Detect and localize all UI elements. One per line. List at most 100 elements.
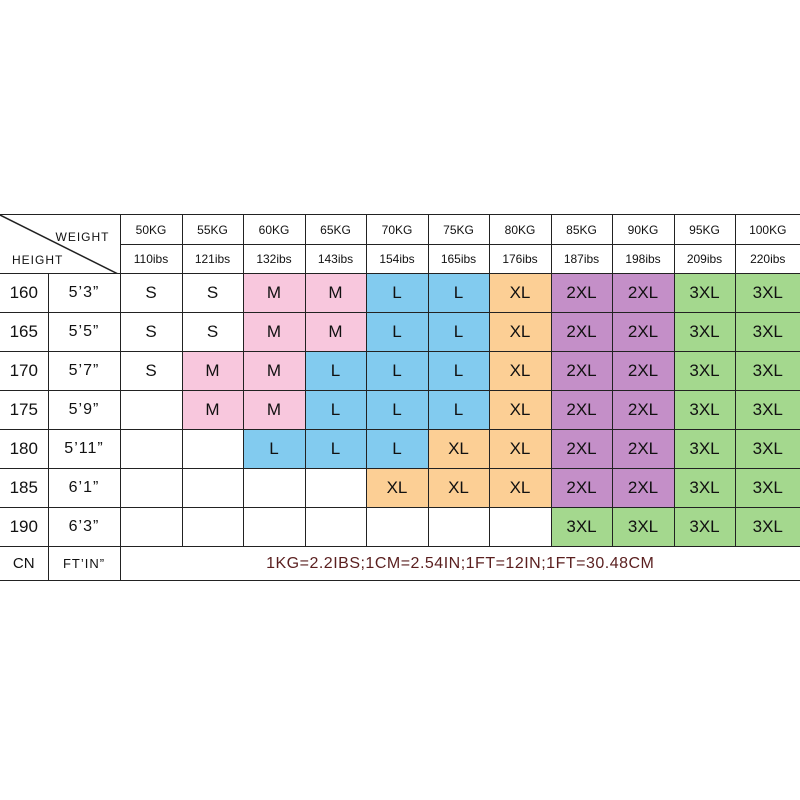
height-label: HEIGHT <box>12 253 64 267</box>
size-cell: S <box>119 273 183 313</box>
size-cell: 3XL <box>734 507 800 547</box>
size-cell: L <box>427 351 490 391</box>
size-cell: L <box>304 390 367 430</box>
size-cell: L <box>304 351 367 391</box>
size-cell: M <box>242 273 306 313</box>
size-cell: 3XL <box>734 390 800 430</box>
weight-lbs-10: 220ibs <box>734 244 800 274</box>
weight-lbs-3: 143ibs <box>304 244 367 274</box>
weight-kg-2: 60KG <box>242 214 306 245</box>
weight-lbs-8: 198ibs <box>611 244 675 274</box>
size-cell: M <box>304 312 367 352</box>
weight-kg-4: 70KG <box>365 214 429 245</box>
size-cell: 2XL <box>611 390 675 430</box>
size-cell: XL <box>488 312 552 352</box>
weight-kg-0: 50KG <box>119 214 183 245</box>
size-cell: S <box>181 312 244 352</box>
size-cell <box>119 507 183 547</box>
size-cell <box>242 468 306 508</box>
size-cell: XL <box>365 468 429 508</box>
height-ft: 6’1” <box>47 468 121 508</box>
weight-kg-1: 55KG <box>181 214 244 245</box>
size-row: 190 6’3” 3XL 3XL 3XL 3XL <box>0 507 800 547</box>
height-ft: 5’9” <box>47 390 121 430</box>
weight-lbs-5: 165ibs <box>427 244 490 274</box>
size-cell: M <box>304 273 367 313</box>
size-cell: 2XL <box>550 273 613 313</box>
size-cell <box>181 507 244 547</box>
weight-kg-7: 85KG <box>550 214 613 245</box>
weight-kg-5: 75KG <box>427 214 490 245</box>
height-cm: 190 <box>0 507 49 547</box>
size-row: 175 5’9” M M L L L XL 2XL 2XL 3XL 3XL <box>0 390 800 430</box>
footer-row: CN FT’IN” 1KG=2.2IBS;1CM=2.54IN;1FT=12IN;1… <box>0 546 800 581</box>
weight-lbs-0: 110ibs <box>119 244 183 274</box>
size-cell: XL <box>488 273 552 313</box>
size-cell: 2XL <box>611 468 675 508</box>
height-cm: 180 <box>0 429 49 469</box>
weight-lbs-9: 209ibs <box>673 244 736 274</box>
size-cell: XL <box>427 468 490 508</box>
size-cell: XL <box>488 390 552 430</box>
size-cell: XL <box>427 429 490 469</box>
size-cell: S <box>181 273 244 313</box>
size-cell: 2XL <box>611 312 675 352</box>
size-cell <box>181 429 244 469</box>
size-cell: L <box>242 429 306 469</box>
size-cell: L <box>365 273 429 313</box>
size-cell: 2XL <box>550 429 613 469</box>
size-cell <box>119 390 183 430</box>
size-row: 185 6’1” XL XL XL 2XL 2XL 3XL 3XL <box>0 468 800 508</box>
size-cell <box>488 507 552 547</box>
weight-lbs-6: 176ibs <box>488 244 552 274</box>
size-cell: L <box>427 390 490 430</box>
height-ft: 5’7” <box>47 351 121 391</box>
size-cell: 2XL <box>550 351 613 391</box>
size-cell <box>427 507 490 547</box>
height-ft: 5’5” <box>47 312 121 352</box>
size-cell: L <box>365 351 429 391</box>
corner-header: WEIGHT HEIGHT <box>0 214 121 274</box>
weight-label: WEIGHT <box>55 230 110 244</box>
size-cell: L <box>427 273 490 313</box>
size-cell: 3XL <box>673 507 736 547</box>
size-row: 165 5’5” S S M M L L XL 2XL 2XL 3XL 3XL <box>0 312 800 352</box>
conversion-note: 1KG=2.2IBS;1CM=2.54IN;1FT=12IN;1FT=30.48… <box>119 546 800 581</box>
height-cm: 160 <box>0 273 49 313</box>
size-cell: 3XL <box>673 351 736 391</box>
size-cell: 3XL <box>673 390 736 430</box>
size-cell: S <box>119 312 183 352</box>
size-cell: 2XL <box>611 351 675 391</box>
size-cell: 2XL <box>550 390 613 430</box>
size-cell: M <box>181 390 244 430</box>
size-cell: 3XL <box>734 429 800 469</box>
size-cell: M <box>181 351 244 391</box>
weight-lbs-1: 121ibs <box>181 244 244 274</box>
size-cell: L <box>427 312 490 352</box>
size-cell: 2XL <box>550 312 613 352</box>
size-row: 170 5’7” S M M L L L XL 2XL 2XL 3XL 3XL <box>0 351 800 391</box>
size-cell <box>242 507 306 547</box>
size-row: 180 5’11” L L L XL XL 2XL 2XL 3XL 3XL <box>0 429 800 469</box>
size-cell: 3XL <box>673 429 736 469</box>
size-row: 160 5’3” S S M M L L XL 2XL 2XL 3XL 3XL <box>0 273 800 313</box>
size-cell: 3XL <box>734 351 800 391</box>
size-cell: 3XL <box>734 312 800 352</box>
size-cell: XL <box>488 468 552 508</box>
size-cell: S <box>119 351 183 391</box>
corner-diagonal <box>0 215 117 273</box>
size-cell <box>304 468 367 508</box>
weight-lbs-2: 132ibs <box>242 244 306 274</box>
weight-kg-9: 95KG <box>673 214 736 245</box>
size-cell: 3XL <box>673 468 736 508</box>
height-cm: 170 <box>0 351 49 391</box>
size-cell: XL <box>488 429 552 469</box>
size-cell: L <box>365 390 429 430</box>
size-cell: 3XL <box>673 312 736 352</box>
size-cell <box>119 429 183 469</box>
size-cell: M <box>242 351 306 391</box>
size-cell: 2XL <box>611 273 675 313</box>
height-cm: 175 <box>0 390 49 430</box>
size-cell: L <box>365 312 429 352</box>
weight-kg-10: 100KG <box>734 214 800 245</box>
